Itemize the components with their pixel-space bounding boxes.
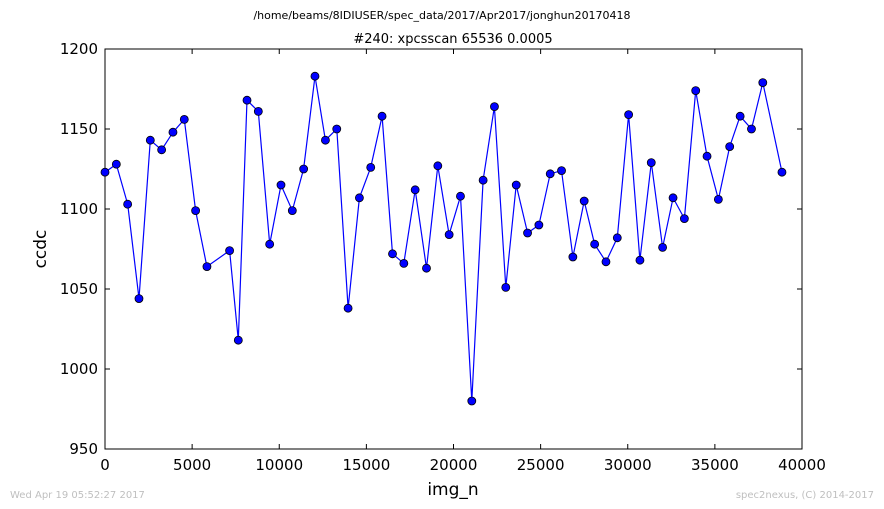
- x-tick-label: 0: [100, 456, 110, 474]
- data-point: [612, 233, 622, 243]
- data-point: [557, 166, 566, 176]
- data-point: [321, 135, 330, 145]
- data-point: [456, 191, 465, 201]
- x-tick-label: 30000: [604, 456, 652, 474]
- data-point: [568, 252, 578, 262]
- y-tick-label: 1000: [60, 360, 98, 378]
- data-point: [355, 193, 364, 203]
- data-point: [478, 175, 488, 185]
- data-point: [179, 115, 189, 124]
- data-point: [467, 396, 477, 406]
- data-point: [100, 167, 110, 177]
- x-tick-label: 10000: [255, 456, 303, 474]
- data-point: [299, 164, 309, 174]
- data-point: [490, 102, 499, 111]
- data-point: [191, 206, 201, 216]
- y-axis: 950 1000 1050 1100 1150 1200: [60, 40, 802, 458]
- data-point: [725, 142, 735, 152]
- data-point: [422, 263, 431, 273]
- data-point: [501, 282, 511, 292]
- data-point: [777, 167, 787, 177]
- data-point: [635, 255, 645, 265]
- data-point: [253, 107, 263, 116]
- x-tick-label: 5000: [173, 456, 211, 474]
- data-point: [433, 161, 443, 171]
- y-tick-label: 1100: [60, 200, 98, 218]
- data-point: [242, 95, 252, 105]
- data-point: [123, 199, 133, 209]
- data-point: [388, 249, 397, 259]
- x-tick-label: 25000: [517, 456, 565, 474]
- data-point: [511, 180, 521, 190]
- data-point: [601, 257, 611, 267]
- data-point: [399, 258, 409, 268]
- data-point: [276, 180, 286, 190]
- data-point: [287, 206, 297, 216]
- data-point: [590, 239, 600, 249]
- data-point: [410, 185, 420, 195]
- chart-suptitle: /home/beams/8IDIUSER/spec_data/2017/Apr2…: [253, 9, 630, 22]
- data-point: [624, 110, 634, 119]
- series-markers: [100, 71, 787, 406]
- data-point: [534, 220, 544, 230]
- data-point: [145, 135, 155, 145]
- data-point: [747, 124, 756, 134]
- data-point: [310, 71, 320, 81]
- data-point: [157, 145, 167, 155]
- y-tick-label: 950: [69, 440, 98, 458]
- footer-timestamp: Wed Apr 19 05:52:27 2017: [10, 490, 145, 501]
- plot-area-frame: [104, 48, 803, 450]
- data-point: [343, 303, 353, 313]
- data-point: [713, 194, 723, 204]
- data-point: [658, 242, 667, 252]
- data-point: [702, 151, 712, 161]
- data-point: [168, 127, 178, 137]
- data-point: [332, 124, 342, 134]
- data-point: [545, 169, 555, 179]
- data-point: [646, 158, 656, 168]
- data-point: [691, 86, 701, 95]
- chart-title: #240: xpcsscan 65536 0.0005: [353, 32, 552, 47]
- data-point: [579, 196, 589, 206]
- data-point: [679, 214, 689, 224]
- data-point: [668, 193, 678, 203]
- data-point: [758, 78, 768, 87]
- x-tick-label: 40000: [778, 456, 826, 474]
- data-point: [366, 162, 376, 172]
- y-tick-label: 1050: [60, 280, 98, 298]
- y-tick-label: 1200: [60, 40, 98, 58]
- x-tick-label: 20000: [430, 456, 478, 474]
- data-point: [377, 111, 387, 121]
- x-axis-label: img_n: [427, 480, 478, 500]
- data-point: [134, 294, 144, 304]
- data-point: [444, 230, 454, 240]
- y-tick-label: 1150: [60, 120, 98, 138]
- data-point: [225, 246, 234, 256]
- data-point: [233, 335, 243, 345]
- data-point: [265, 239, 275, 249]
- x-tick-label: 35000: [691, 456, 739, 474]
- series-line: [104, 76, 783, 402]
- y-axis-label: ccdc: [31, 230, 51, 269]
- x-axis: 0 5000 10000 15000 20000 25000 30000 35000 40000: [100, 49, 826, 474]
- data-point: [202, 262, 212, 272]
- footer-credit: spec2nexus, (C) 2014-2017: [736, 490, 874, 501]
- data-point: [111, 159, 121, 169]
- data-point: [735, 111, 745, 121]
- x-tick-label: 15000: [343, 456, 391, 474]
- data-point: [523, 228, 532, 238]
